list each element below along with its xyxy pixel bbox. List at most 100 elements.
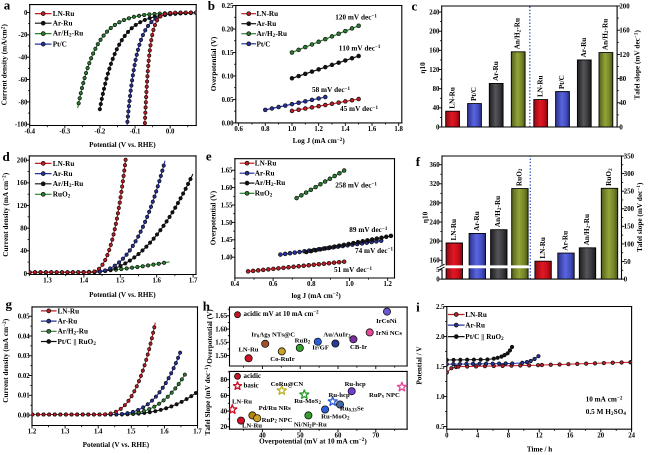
svg-text:1.0: 1.0 — [288, 126, 297, 133]
svg-text:1.50: 1.50 — [215, 353, 227, 360]
svg-text:A n / H: A n / H - R u 2 — [487, 192, 504, 227]
svg-text:1.8: 1.8 — [394, 126, 403, 133]
svg-text:Ar-Ru: Ar-Ru — [255, 170, 275, 178]
svg-text:0.8: 0.8 — [261, 126, 270, 133]
svg-text:100: 100 — [624, 241, 635, 248]
svg-text:LN-Ru: LN-Ru — [257, 10, 279, 18]
svg-text:0: 0 — [619, 124, 623, 131]
svg-text:C u r r e: C u r r e n t d e n s i t y ( m A c m ) … — [0, 169, 12, 257]
svg-text:40: 40 — [259, 432, 266, 439]
svg-text:i: i — [416, 300, 420, 315]
svg-text:0.04: 0.04 — [18, 333, 30, 340]
svg-text:60: 60 — [335, 432, 342, 439]
svg-text:Ar-Ru: Ar-Ru — [465, 322, 485, 330]
svg-text:Potential / V: Potential / V — [416, 346, 424, 385]
svg-text:Time / h: Time / h — [527, 446, 552, 454]
svg-text:L o g J: L o g J ( m A c m ) − 2 — [293, 128, 349, 147]
svg-text:1.4: 1.4 — [80, 278, 89, 285]
svg-text:LN-Ru: LN-Ru — [448, 87, 456, 109]
svg-text:LN-Ru: LN-Ru — [238, 347, 258, 354]
svg-text:1.7: 1.7 — [189, 278, 198, 285]
svg-text:0 . 5: 0 . 5 M H S O 2 4 — [586, 401, 628, 419]
svg-text:0.6: 0.6 — [269, 281, 278, 288]
svg-text:360: 360 — [429, 162, 440, 169]
svg-text:0: 0 — [24, 271, 28, 278]
svg-text:LN-Ru: LN-Ru — [58, 307, 80, 315]
svg-text:P t / C: P t / C | | R u O 2 — [465, 326, 505, 343]
svg-text:acidic: acidic — [244, 372, 262, 380]
svg-text:η 1 0: η 1 0 — [414, 211, 431, 223]
svg-text:70: 70 — [372, 432, 379, 439]
svg-text:0: 0 — [445, 432, 449, 439]
svg-text:1.2: 1.2 — [314, 126, 323, 133]
svg-text:1 0 m: 1 0 m A c m − 2 — [586, 386, 624, 405]
svg-text:300: 300 — [624, 171, 635, 178]
svg-text:Overpotential (V): Overpotential (V) — [210, 36, 218, 91]
svg-text:1.45: 1.45 — [221, 237, 233, 244]
svg-text:IrCoNi: IrCoNi — [376, 318, 397, 325]
svg-text:R u B 2: R u B 2 — [295, 330, 312, 347]
svg-text:2 5 8: 2 5 8 m V d e c − 1 — [335, 172, 378, 191]
svg-text:-20: -20 — [18, 32, 28, 39]
svg-text:basic: basic — [244, 382, 259, 390]
svg-text:A r / H: A r / H - R u 2 — [53, 173, 88, 190]
svg-text:0.4: 0.4 — [231, 281, 240, 288]
svg-text:b: b — [208, 0, 215, 13]
svg-text:1.60: 1.60 — [215, 326, 227, 333]
svg-text:1.6: 1.6 — [160, 429, 169, 436]
svg-text:1.55: 1.55 — [221, 202, 233, 209]
svg-text:0.15: 0.15 — [222, 50, 234, 57]
svg-text:1.65: 1.65 — [221, 168, 233, 175]
svg-text:f: f — [416, 154, 421, 169]
svg-text:LN-Ru: LN-Ru — [232, 398, 252, 405]
svg-text:1.4: 1.4 — [341, 126, 350, 133]
svg-text:1.6: 1.6 — [368, 126, 377, 133]
svg-text:0.03: 0.03 — [18, 353, 30, 360]
svg-text:A u / A: A u / A u I r 2 — [323, 323, 352, 340]
svg-text:0.20: 0.20 — [222, 26, 234, 33]
svg-text:0.6: 0.6 — [234, 126, 243, 133]
svg-text:Overpotential (V): Overpotential (V) — [210, 190, 218, 245]
svg-text:0.00: 0.00 — [222, 120, 234, 127]
svg-text:A r / H: A r / H - R u 2 — [257, 23, 292, 40]
svg-text:h: h — [203, 298, 211, 313]
svg-text:-100: -100 — [15, 122, 28, 129]
svg-text:R u P: R u P N P C x — [369, 384, 404, 401]
svg-text:0.05: 0.05 — [222, 97, 234, 104]
svg-text:1.65: 1.65 — [215, 313, 227, 320]
svg-text:Pt/C: Pt/C — [558, 75, 566, 89]
svg-text:CB-Ir: CB-Ir — [350, 344, 367, 351]
svg-text:1 1 0: 1 1 0 m V d e c − 1 — [339, 35, 382, 54]
svg-text:R u - M: R u - M o O 2 — [321, 405, 351, 422]
svg-text:0.8: 0.8 — [307, 281, 316, 288]
svg-text:Pt/C: Pt/C — [470, 87, 478, 101]
svg-text:8 9 m: 8 9 m V d e c − 1 — [349, 217, 389, 236]
svg-text:A r / H: A r / H - R u 2 — [255, 172, 290, 189]
svg-text:1.5: 1.5 — [127, 429, 136, 436]
svg-text:LN-Ru: LN-Ru — [536, 75, 544, 97]
svg-text:A n / H: A n / H - R u 2 — [576, 210, 593, 245]
svg-text:-0.2: -0.2 — [95, 129, 106, 136]
svg-text:-60: -60 — [18, 77, 28, 84]
svg-text:LN-Ru: LN-Ru — [255, 160, 277, 168]
svg-text:5 1 m: 5 1 m V d e c − 1 — [334, 257, 374, 276]
svg-text:1.5: 1.5 — [436, 364, 445, 371]
svg-text:1.40: 1.40 — [221, 255, 233, 262]
svg-text:0: 0 — [624, 276, 628, 283]
svg-text:R u O 2: R u O 2 — [508, 167, 525, 186]
svg-text:4: 4 — [476, 432, 480, 439]
svg-text:0.25: 0.25 — [222, 3, 234, 10]
svg-text:Ru-hcp: Ru-hcp — [345, 381, 366, 388]
svg-text:4 5 m: 4 5 m V d e c − 1 — [340, 96, 380, 115]
svg-text:-0.3: -0.3 — [59, 129, 70, 136]
svg-text:1 2 0: 1 2 0 m V d e c − 1 — [335, 4, 378, 23]
svg-text:120: 120 — [619, 52, 630, 59]
svg-text:Pd/Ru NRs: Pd/Ru NRs — [259, 405, 292, 412]
svg-text:R u O 2: R u O 2 — [53, 183, 72, 200]
svg-text:80: 80 — [619, 76, 626, 83]
svg-text:Ar-Ru: Ar-Ru — [58, 318, 78, 326]
svg-text:0.0: 0.0 — [166, 129, 175, 136]
svg-text:d: d — [3, 149, 11, 164]
svg-text:5 8 m: 5 8 m V d e c − 1 — [312, 77, 352, 96]
svg-text:12: 12 — [536, 432, 543, 439]
